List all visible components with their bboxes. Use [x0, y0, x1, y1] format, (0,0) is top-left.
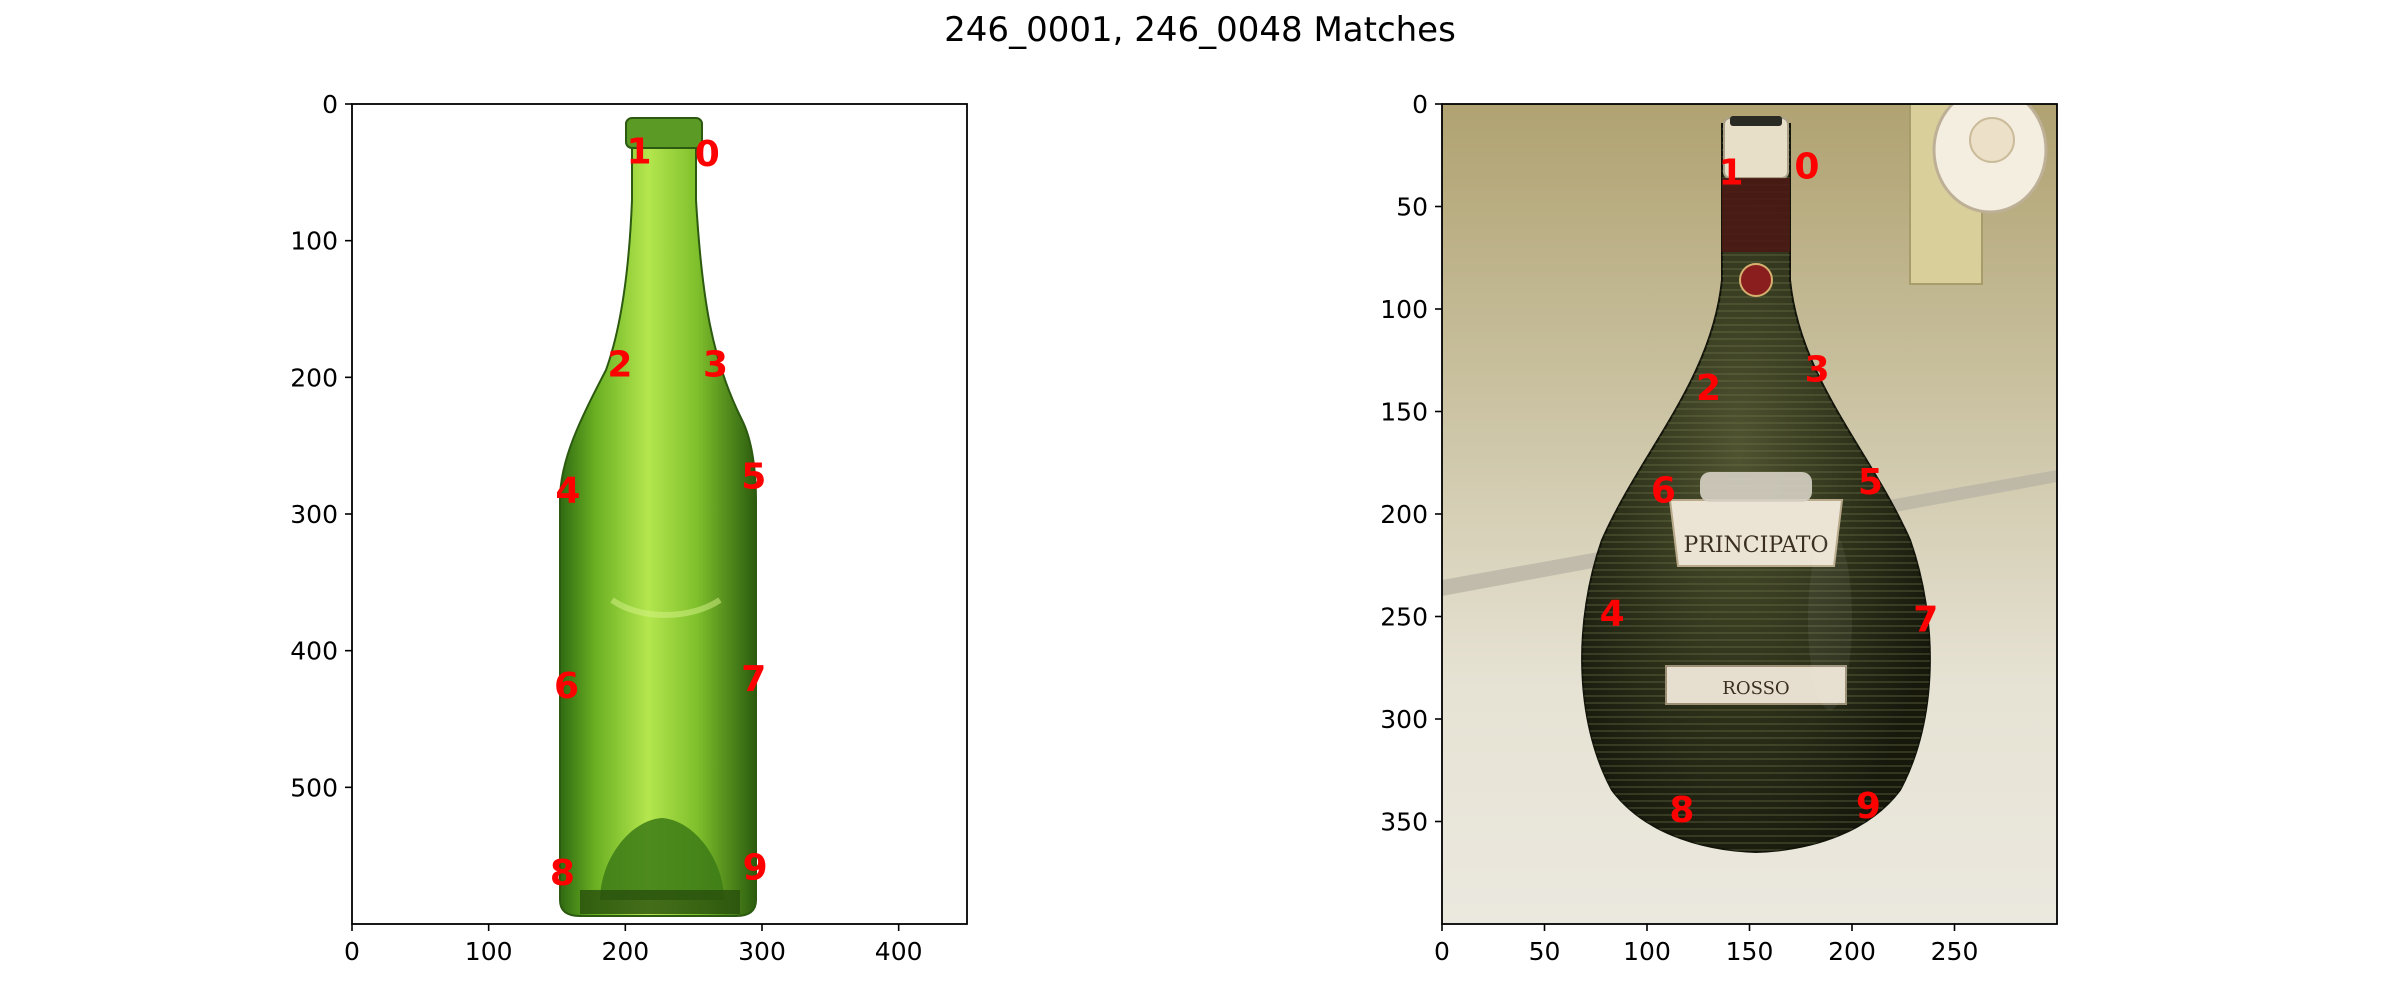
- left-keypoint-9: 9: [743, 848, 768, 889]
- left-ytick-label: 200: [290, 363, 338, 392]
- right-ytick-label: 200: [1380, 500, 1428, 529]
- right-xtick-label: 200: [1828, 937, 1876, 966]
- right-keypoint-7: 7: [1913, 600, 1938, 641]
- right-ytick-label: 50: [1396, 193, 1428, 222]
- right-ytick-label: 350: [1380, 808, 1428, 837]
- right-ytick-label: 100: [1380, 295, 1428, 324]
- figure-title: 246_0001, 246_0048 Matches: [944, 10, 1456, 50]
- right-keypoint-2: 2: [1696, 368, 1721, 409]
- right-keypoints: 0 1 2 3 4 5 6 7 8 9: [1600, 147, 1939, 832]
- principato-bottle-image: PRINCIPATO ROSSO: [1442, 104, 2057, 924]
- left-keypoint-8: 8: [550, 853, 575, 894]
- left-ytick-label: 400: [290, 637, 338, 666]
- left-keypoints: 0 1 2 3 4 5 6 7 8 9: [550, 131, 768, 894]
- right-keypoint-4: 4: [1600, 593, 1625, 634]
- right-xtick-label: 150: [1726, 937, 1774, 966]
- left-ytick-label: 100: [290, 227, 338, 256]
- left-keypoint-7: 7: [741, 659, 766, 700]
- left-xtick-label: 200: [601, 937, 649, 966]
- right-xtick-label: 250: [1931, 937, 1979, 966]
- right-xtick-label: 0: [1434, 937, 1450, 966]
- right-keypoint-1: 1: [1719, 153, 1744, 194]
- left-xtick-label: 100: [465, 937, 513, 966]
- right-keypoint-0: 0: [1794, 147, 1819, 188]
- left-ytick-label: 500: [290, 773, 338, 802]
- right-keypoint-3: 3: [1805, 349, 1830, 390]
- left-ytick-label: 300: [290, 500, 338, 529]
- label-principato-text: PRINCIPATO: [1683, 533, 1828, 558]
- right-panel: PRINCIPATO ROSSO 0 50 100 150 200 25005010015…: [1380, 90, 2058, 966]
- label-rosso-text: ROSSO: [1722, 678, 1789, 699]
- right-keypoint-8: 8: [1669, 790, 1694, 831]
- left-keypoint-3: 3: [703, 345, 728, 386]
- left-xtick-label: 300: [738, 937, 786, 966]
- left-axis-ticks: 0 100 200 300 400 0 100 200 300 400 500: [290, 90, 922, 966]
- right-xtick-label: 100: [1623, 937, 1671, 966]
- right-keypoint-5: 5: [1858, 462, 1883, 503]
- right-xtick-label: 50: [1529, 937, 1561, 966]
- right-keypoint-9: 9: [1856, 786, 1881, 827]
- left-keypoint-4: 4: [555, 470, 580, 511]
- left-ytick-label: 0: [322, 90, 338, 119]
- right-keypoint-6: 6: [1651, 470, 1676, 511]
- right-ytick-label: 150: [1380, 398, 1428, 427]
- left-xtick-label: 0: [344, 937, 360, 966]
- left-keypoint-2: 2: [607, 345, 632, 386]
- right-ytick-label: 250: [1380, 603, 1428, 632]
- left-xtick-label: 400: [875, 937, 923, 966]
- left-keypoint-5: 5: [741, 457, 766, 498]
- left-panel: 0 100 200 300 400 0 100 200 300 400 500 0 1 2 3 4 5 6 7 8 9: [290, 90, 968, 966]
- right-ytick-label: 300: [1380, 705, 1428, 734]
- right-ytick-label: 0: [1412, 90, 1428, 119]
- left-keypoint-0: 0: [695, 134, 720, 175]
- left-keypoint-1: 1: [626, 131, 651, 172]
- green-bottle-image: [559, 117, 757, 917]
- left-keypoint-6: 6: [554, 666, 579, 707]
